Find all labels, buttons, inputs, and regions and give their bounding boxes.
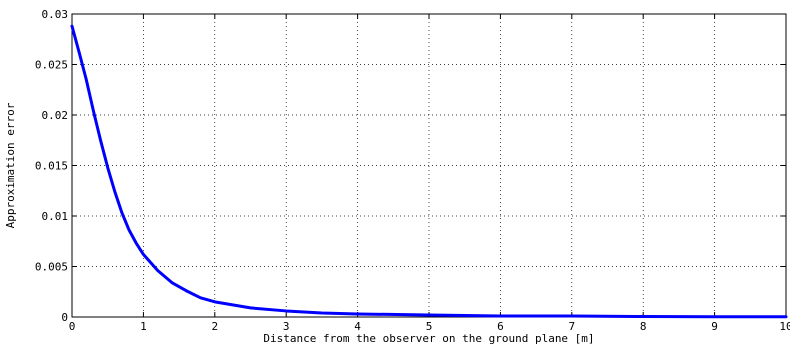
y-tick-label: 0.01	[42, 210, 69, 223]
y-tick-label: 0.025	[35, 59, 68, 72]
x-tick-label: 0	[69, 320, 76, 333]
y-tick-label: 0.015	[35, 160, 68, 173]
tick-labels: 0 1 2 3 4 5 6 7 8 9 10 0 0.005 0.01 0.015 0.02 0.025 0.03	[35, 8, 790, 333]
grid	[72, 14, 786, 317]
x-tick-label: 8	[640, 320, 647, 333]
y-tick-label: 0	[61, 311, 68, 324]
x-tick-label: 5	[426, 320, 433, 333]
y-tick-label: 0.02	[42, 109, 69, 122]
x-axis-label: Distance from the observer on the ground…	[263, 332, 594, 345]
x-tick-label: 4	[354, 320, 361, 333]
x-tick-label: 10	[779, 320, 790, 333]
x-tick-label: 3	[283, 320, 290, 333]
x-tick-label: 6	[497, 320, 504, 333]
y-axis-label: Approximation error	[4, 102, 17, 228]
series-line	[70, 24, 788, 319]
y-tick-label: 0.005	[35, 261, 68, 274]
x-tick-label: 9	[711, 320, 718, 333]
x-tick-label: 7	[568, 320, 575, 333]
x-tick-label: 1	[140, 320, 147, 333]
x-tick-label: 2	[211, 320, 218, 333]
axis-ticks	[71, 13, 787, 318]
y-tick-label: 0.03	[42, 8, 69, 21]
